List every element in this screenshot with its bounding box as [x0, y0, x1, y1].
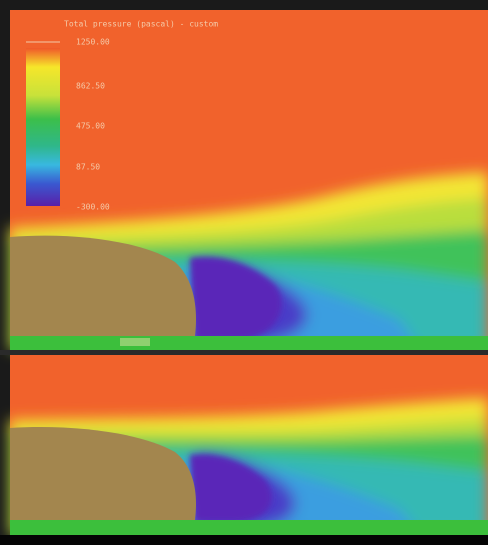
lower-panel [10, 355, 488, 535]
legend-label: 1250.00 [76, 38, 110, 47]
legend-label: 862.50 [76, 82, 105, 91]
legend-label: 87.50 [76, 163, 100, 172]
page: Total pressure (pascal) - custom 1250.00… [0, 0, 488, 545]
cfd-screenshot: Total pressure (pascal) - custom 1250.00… [0, 0, 488, 545]
legend-label: 475.00 [76, 122, 105, 131]
ground-mark [120, 338, 150, 346]
bottom-bar [0, 535, 488, 545]
ground-strip [10, 520, 488, 535]
upper-panel [10, 10, 488, 350]
divider [0, 350, 488, 355]
color-bar [26, 48, 60, 206]
legend-label: -300.00 [76, 203, 110, 212]
ground-strip [10, 336, 488, 350]
legend-title: Total pressure (pascal) - custom [64, 20, 218, 29]
